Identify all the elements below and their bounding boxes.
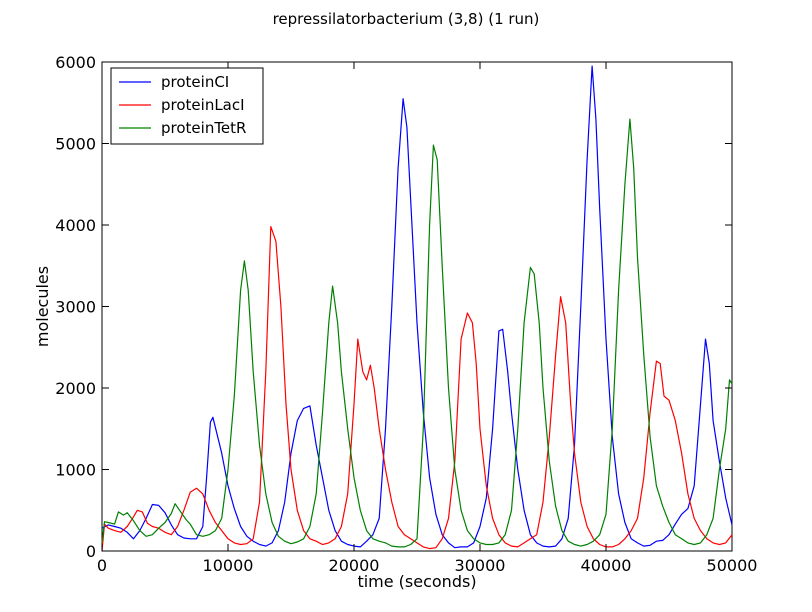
y-tick-label: 2000 [55,379,96,398]
x-tick-label: 20000 [329,556,380,575]
y-tick-label: 6000 [55,53,96,72]
legend-label-proteinLacI: proteinLacI [161,96,245,114]
series-line-proteinLacI [101,226,733,552]
x-axis-title: time (seconds) [357,572,476,591]
y-tick-label: 1000 [55,461,96,480]
x-tick-label: 0 [97,556,107,575]
legend-label-proteinCI: proteinCI [161,73,229,91]
y-tick-label: 3000 [55,298,96,317]
legend-label-proteinTetR: proteinTetR [161,119,246,137]
ticks-layer: 0 10000 20000 30000 40000 50000 0 1000 2000 3000 4… [55,53,757,575]
legend-box [110,67,264,145]
y-tick-label: 4000 [55,216,96,235]
x-tick-label: 30000 [455,556,506,575]
series-line-proteinCI [101,65,733,549]
x-tick-label: 40000 [581,556,632,575]
series-line-proteinTetR [101,118,733,548]
x-tick-label: 10000 [203,556,254,575]
y-tick-label: 5000 [55,135,96,154]
y-tick-label: 0 [86,542,96,561]
series-layer [101,65,733,552]
x-tick-label: 50000 [707,556,758,575]
chart-title: repressilatorbacterium (3,8) (1 run) [273,10,540,28]
legend: proteinCI proteinLacI proteinTetR [110,67,264,145]
y-axis-title: molecules [33,266,52,347]
